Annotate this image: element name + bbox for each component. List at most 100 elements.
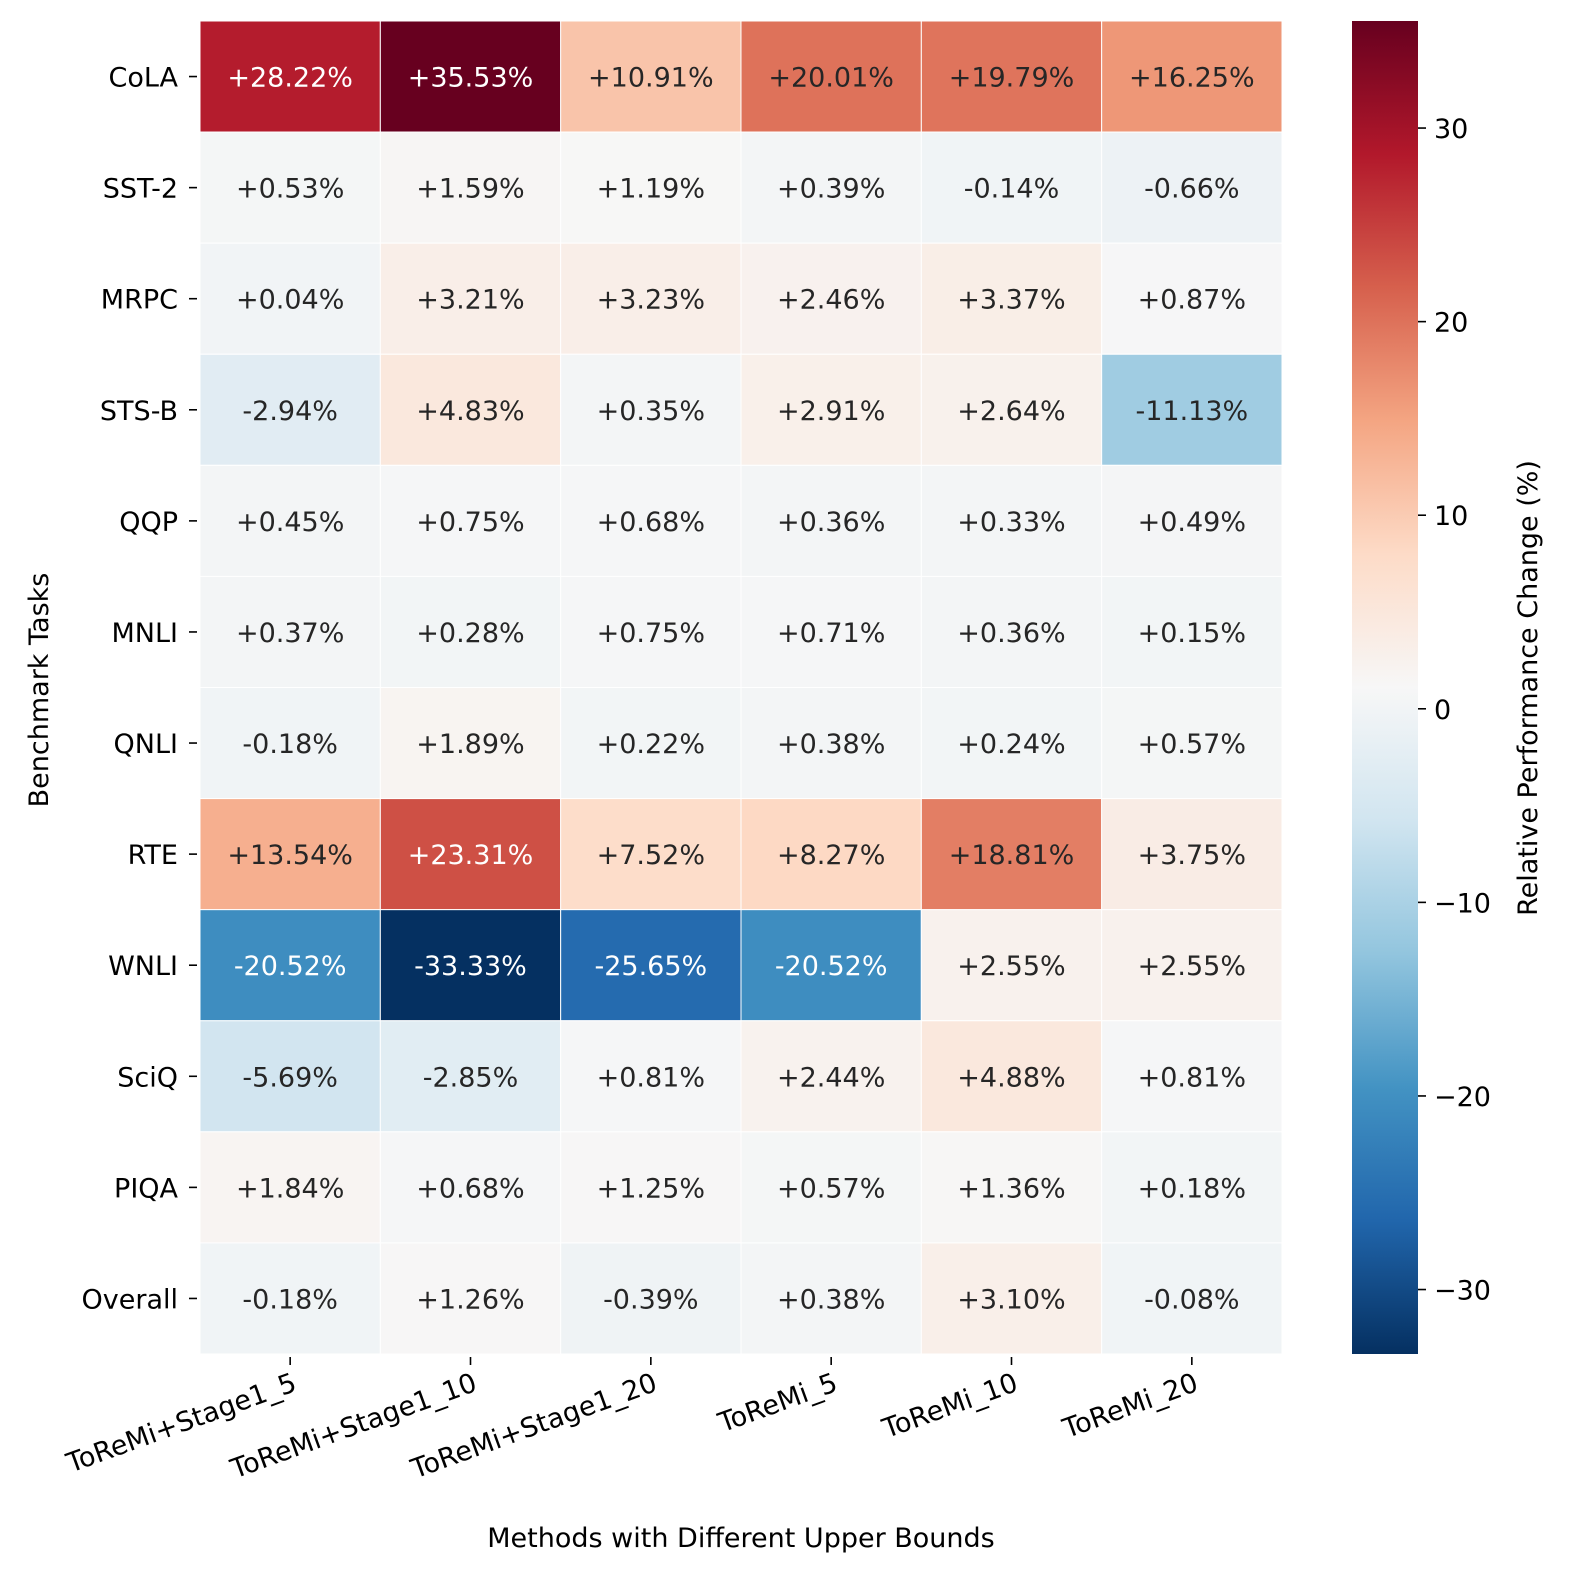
heatmap-cell [740, 1131, 922, 1244]
heatmap-cell [379, 1131, 562, 1244]
cell-value-label: +1.26% [416, 1284, 524, 1315]
heatmap-cell [199, 909, 381, 1022]
cell-value-label: +0.81% [1138, 1062, 1246, 1093]
heatmap-cell [740, 575, 922, 689]
cell-value-label: +1.19% [597, 174, 705, 205]
cell-value-label: +4.83% [416, 396, 524, 427]
x-tick-label: ToReMi_20 [1058, 1367, 1202, 1445]
cell-value-label: +0.33% [957, 507, 1065, 538]
cell-value-label: +20.01% [768, 63, 894, 94]
heatmap-cell [560, 798, 742, 911]
heatmap-cell [1101, 464, 1283, 577]
y-tick-label: RTE [128, 840, 178, 871]
cell-value-label: -0.14% [964, 174, 1060, 205]
heatmap-cell [1101, 353, 1283, 466]
cell-value-label: +16.25% [1129, 63, 1255, 94]
cell-value-label: +0.38% [777, 729, 885, 760]
y-tick-label: PIQA [114, 1173, 178, 1204]
cell-value-label: -2.94% [242, 396, 338, 427]
cell-value-label: +0.24% [957, 729, 1065, 760]
heatmap-cell [920, 575, 1103, 689]
heatmap-cell [1101, 687, 1283, 800]
cell-value-label: +0.04% [236, 285, 344, 316]
heatmap-cell [560, 1242, 742, 1355]
x-axis-title: Methods with Different Upper Bounds [487, 1523, 995, 1554]
heatmap-cell [1101, 1242, 1283, 1355]
cell-value-label: +3.23% [597, 285, 705, 316]
cell-value-label: +35.53% [408, 63, 534, 94]
cell-value-label: +0.28% [416, 618, 524, 649]
heatmap-cell [1101, 242, 1283, 355]
cell-value-label: +0.49% [1138, 507, 1246, 538]
cell-value-label: +2.55% [957, 951, 1065, 982]
cell-value-label: +0.45% [236, 507, 344, 538]
heatmap-cell [740, 20, 922, 133]
cell-value-label: +2.91% [777, 396, 885, 427]
heatmap-cell [1101, 131, 1283, 244]
x-tick-label: ToReMi_5 [713, 1367, 841, 1439]
cell-value-label: +0.39% [777, 174, 885, 205]
cell-value-label: +0.38% [777, 1284, 885, 1315]
heatmap-cell [199, 798, 381, 911]
cell-value-label: +0.75% [416, 507, 524, 538]
heatmap-cell [379, 1242, 562, 1355]
heatmap-cell [1101, 1131, 1283, 1244]
colorbar-title: Relative Performance Change (%) [1513, 460, 1544, 916]
heatmap-cell [740, 687, 922, 800]
cell-value-label: +0.81% [597, 1062, 705, 1093]
cell-value-label: +4.88% [957, 1062, 1065, 1093]
cell-value-label: +3.37% [957, 285, 1065, 316]
cell-value-label: -11.13% [1135, 396, 1248, 427]
heatmap-cell [920, 464, 1103, 577]
cell-value-label: +1.25% [597, 1173, 705, 1204]
cell-value-label: +3.21% [416, 285, 524, 316]
heatmap-cell [560, 1020, 742, 1133]
cell-value-label: +1.89% [416, 729, 524, 760]
heatmap-cell [740, 353, 922, 466]
cell-value-label: -0.08% [1144, 1284, 1240, 1315]
heatmap-cell [379, 242, 562, 355]
cell-value-label: -0.18% [242, 729, 338, 760]
heatmap-cell [920, 1242, 1103, 1355]
heatmap-cell [920, 909, 1103, 1022]
colorbar-tick-label: −20 [1434, 1082, 1491, 1113]
cell-value-label: +28.22% [227, 63, 353, 94]
cell-value-label: +0.36% [777, 507, 885, 538]
y-axis-title: Benchmark Tasks [24, 573, 55, 808]
heatmap-cell [199, 353, 381, 466]
y-tick-label: WNLI [108, 951, 178, 982]
colorbar-tick-label: 30 [1434, 114, 1468, 145]
colorbar-gradient [1352, 21, 1418, 1354]
cell-value-label: +0.68% [416, 1173, 524, 1204]
heatmap-cell [560, 242, 742, 355]
cell-value-label: +1.84% [236, 1173, 344, 1204]
y-tick-label: SciQ [117, 1062, 178, 1093]
cell-value-label: -0.66% [1144, 174, 1240, 205]
cell-value-label: +2.44% [777, 1062, 885, 1093]
colorbar-tick-label: −30 [1434, 1276, 1491, 1307]
colorbar: 30 20 10 0 −10 −20 −30 [1352, 21, 1491, 1354]
cell-value-label: +2.46% [777, 285, 885, 316]
cell-value-label: +18.81% [949, 840, 1075, 871]
heatmap-cell [740, 1242, 922, 1355]
heatmap-cell [199, 575, 381, 689]
cell-value-label: +0.75% [597, 618, 705, 649]
heatmap-cell [199, 1131, 381, 1244]
heatmap-cell [1101, 798, 1283, 911]
heatmap-cell [920, 353, 1103, 466]
heatmap-cell [379, 20, 562, 133]
cell-value-label: +3.10% [957, 1284, 1065, 1315]
cell-value-label: +3.75% [1138, 840, 1246, 871]
cell-value-label: +0.36% [957, 618, 1065, 649]
heatmap-cell [560, 687, 742, 800]
cell-value-label: -0.39% [603, 1284, 699, 1315]
cell-value-label: -20.52% [775, 951, 888, 982]
cell-value-label: +0.15% [1138, 618, 1246, 649]
cell-value-label: +0.35% [597, 396, 705, 427]
heatmap-cell [199, 242, 381, 355]
cell-value-label: +13.54% [227, 840, 353, 871]
colorbar-tick-label: 0 [1434, 695, 1451, 726]
cell-value-label: -33.33% [414, 951, 527, 982]
heatmap-cell [379, 131, 562, 244]
